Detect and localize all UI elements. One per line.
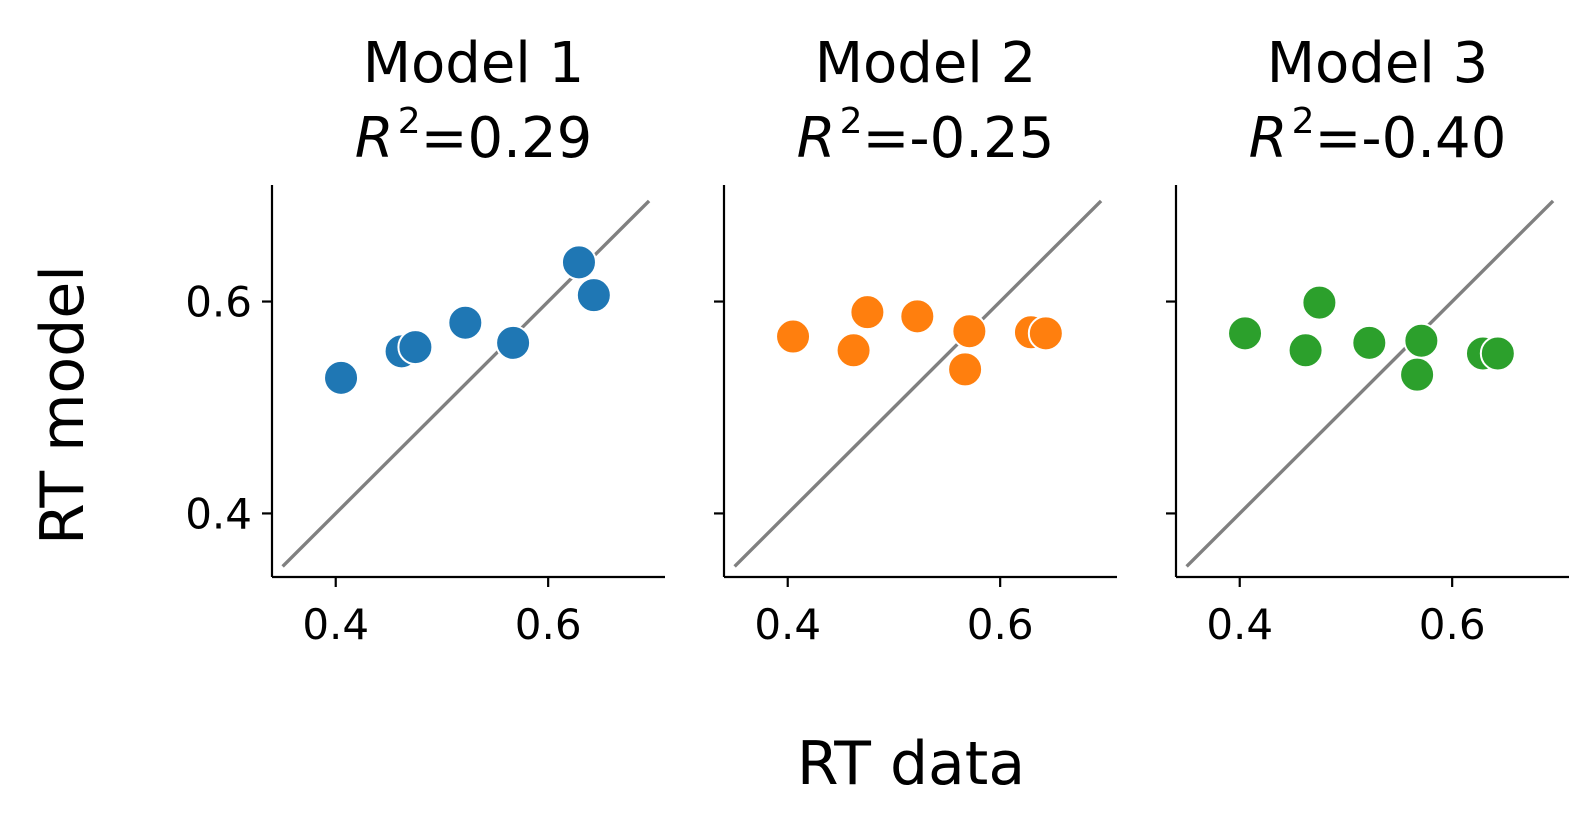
r2-exponent: 2 [840,101,863,142]
identity-line [733,199,1103,568]
panel-r2: R 2=0.29 [355,101,592,171]
data-point [323,359,360,396]
data-point [495,324,532,361]
data-point [775,318,812,355]
x-tick-label: 0.6 [967,600,1034,649]
x-tick-label: 0.4 [754,600,821,649]
data-point [1301,284,1338,321]
r2-value: =0.29 [421,106,593,171]
y-tick-label: 0.6 [185,278,252,327]
x-tick-label: 0.4 [1206,600,1273,649]
data-point [951,313,988,350]
r2-exponent: 2 [398,101,421,142]
panel-title: Model 2 [815,31,1037,96]
y-tick-label: 0.4 [185,489,252,538]
x-axis-label: RT data [797,729,1025,799]
r2-symbol: R [797,106,836,171]
data-point [947,351,984,388]
data-point [849,294,886,331]
data-point [1399,356,1436,393]
data-point [1403,322,1440,359]
panel-title: Model 3 [1267,31,1489,96]
data-point [575,277,612,314]
r2-value: =-0.25 [863,106,1055,171]
panel-r2: R 2=-0.25 [797,101,1055,171]
data-point [447,304,484,341]
panel-3: Model 3R 2=-0.400.4 0.6 [1166,31,1569,649]
data-point [1479,335,1516,372]
data-point [1351,324,1388,361]
panel-1: Model 1R 2=0.290.4 0.60.40.6 [185,31,665,649]
panel-2: Model 2R 2=-0.250.4 0.6 [714,31,1117,649]
r2-symbol: R [355,106,394,171]
x-tick-label: 0.6 [515,600,582,649]
r2-value: =-0.40 [1315,106,1507,171]
identity-line [1185,199,1555,568]
data-point [1227,315,1264,352]
panel-r2: R 2=-0.40 [1249,101,1507,171]
x-tick-label: 0.4 [302,600,369,649]
x-tick-label: 0.6 [1419,600,1486,649]
y-axis-label: RT model [28,265,98,545]
data-point [560,244,597,281]
data-point [397,329,434,366]
panel-title: Model 1 [363,31,585,96]
data-point [1027,315,1064,352]
r2-symbol: R [1249,106,1288,171]
data-point [835,332,872,369]
r2-exponent: 2 [1292,101,1315,142]
data-point [1287,332,1324,369]
data-point [899,298,936,335]
